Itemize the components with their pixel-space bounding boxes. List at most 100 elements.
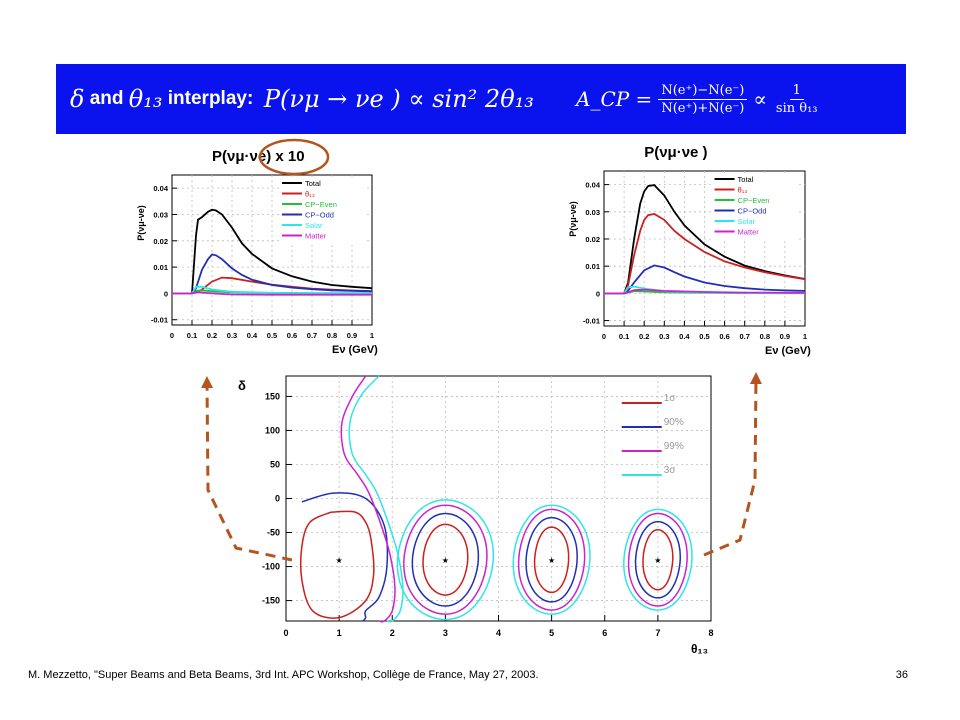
contour-island-0-level-1 (411, 512, 480, 607)
x-tick-label: 0.1 (187, 331, 197, 340)
series-line-4 (172, 285, 373, 295)
contour-island-1-level-2 (517, 508, 586, 611)
banner-prob-expr: P(νμ → νe ) ∝ sin² 2θ₁₃ (263, 85, 534, 113)
y-tick-label: 0.02 (585, 235, 600, 244)
x-tick-label: 0.8 (760, 332, 770, 341)
x-tick-label: 1 (337, 628, 342, 638)
x-tick-label: 1 (370, 331, 374, 340)
y-tick-label: 0.04 (585, 181, 600, 190)
acp-fraction: N(e⁺)−N(e⁻) N(e⁺)+N(e⁻) (658, 83, 748, 116)
contour-island-1-level-0 (533, 526, 570, 594)
legend-label: Matter (738, 228, 760, 237)
contour-island-0-level-3 (396, 499, 495, 621)
legend-label: Solar (305, 221, 323, 230)
series-line-0 (604, 184, 806, 295)
x-tick-label: 0 (283, 628, 288, 638)
best-fit-star: ★ (548, 556, 555, 565)
y-tick-label: -100 (262, 562, 280, 572)
x-axis-label: θ₁₃ (691, 642, 708, 656)
x-tick-label: 0.5 (699, 332, 709, 341)
x-tick-label: 0.2 (207, 331, 217, 340)
contour-island-0-level-2 (403, 504, 488, 615)
legend-label: CP−Odd (738, 207, 767, 216)
contour-branch-2 (340, 375, 396, 623)
contour-island-2-level-0 (642, 529, 674, 591)
x-tick-label: 2 (390, 628, 395, 638)
banner-left-title: δ and θ₁₃ interplay: P(νμ → νe ) ∝ sin² … (70, 64, 534, 134)
left-dashed-arrow (201, 376, 293, 562)
legend-label: Total (305, 179, 321, 188)
series-line-1 (604, 213, 806, 295)
y-axis-label: P(νμ-νe) (136, 205, 146, 241)
x-tick-label: 0.6 (287, 331, 297, 340)
legend-label: θ₁₃ (738, 186, 748, 195)
title-banner: δ and θ₁₃ interplay: P(νμ → νe ) ∝ sin² … (56, 64, 906, 134)
legend-label: 1σ (664, 393, 677, 404)
legend-label: CP−Odd (305, 211, 334, 220)
x-tick-label: 4 (496, 628, 501, 638)
contour-island-2-level-1 (634, 520, 682, 599)
legend-box (280, 177, 364, 244)
x-tick-label: 3 (443, 628, 448, 638)
y-tick-label: 150 (265, 391, 280, 401)
x-tick-label: 0.9 (347, 331, 357, 340)
banner-interplay: interplay: (167, 88, 254, 109)
annotation-overlays (201, 138, 762, 562)
contour-island-2-level-2 (627, 512, 688, 607)
legend-label: CP−Even (305, 200, 337, 209)
legend-label: 99% (664, 441, 684, 452)
contour-branch-3 (348, 375, 404, 623)
x-tick-label: 0 (170, 331, 174, 340)
y-tick-label: 0.03 (153, 210, 168, 219)
y-tick-label: -150 (262, 596, 280, 606)
x-tick-label: 8 (708, 628, 713, 638)
best-fit-star: ★ (654, 556, 661, 565)
x-tick-label: 0.8 (327, 331, 337, 340)
x-tick-label: 0.4 (247, 331, 258, 340)
legend-label: Solar (738, 217, 756, 226)
contour-chart: 0 1 2 3 4 5 6 7 8 -150 -100 -50 0 50 100 150 ★ ★ ★ ★ 1σ 90% 99… (238, 375, 714, 656)
contour-island-2-level-3 (623, 508, 693, 611)
legend-label: θ₁₃ (305, 190, 315, 199)
acp-rhs-numerator: 1 (789, 83, 804, 100)
chart-title: P(νμ·νe ) (644, 144, 707, 161)
y-axis-label: P(νμ-νe) (568, 201, 578, 237)
y-tick-label: 0.01 (585, 262, 600, 271)
x-tick-label: 0.7 (307, 331, 317, 340)
legend-label: 90% (664, 417, 684, 428)
x-axis-label: Eν (GeV) (765, 345, 811, 357)
acp-numerator: N(e⁺)−N(e⁻) (658, 83, 748, 100)
y-tick-label: 0.04 (153, 184, 168, 193)
legend-label: Total (738, 175, 754, 184)
contour-island-1-level-1 (525, 516, 578, 603)
series-line-0 (172, 208, 373, 295)
legend-box (712, 173, 797, 240)
series-line-5 (172, 291, 372, 296)
footer-citation: M. Mezzetto, "Super Beams and Beta Beams… (28, 669, 539, 681)
y-tick-label: 0 (596, 289, 600, 298)
contour-island-1-level-3 (512, 504, 591, 615)
legend-label: CP−Even (738, 196, 770, 205)
right-dashed-arrow (703, 372, 762, 557)
best-fit-star: ★ (442, 556, 449, 565)
best-fit-star: ★ (336, 556, 343, 565)
x-tick-label: 0.1 (619, 332, 629, 341)
x-tick-label: 0 (602, 332, 606, 341)
chart-title: P(νμ·νe) x 10 (212, 148, 305, 165)
y-axis-label: δ (238, 378, 246, 393)
contour-branch-0 (300, 510, 375, 619)
right-probability-chart: 0 0.1 0.2 0.3 0.4 0.5 0.6 0.7 0.8 0.9 1-0.0100.010… (568, 144, 811, 357)
page-number: 36 (895, 669, 908, 681)
x-tick-label: 1 (803, 332, 807, 341)
acp-proportional: ∝ (753, 87, 767, 111)
contour-island-0-level-0 (422, 523, 469, 596)
x-tick-label: 0.7 (739, 332, 749, 341)
y-tick-label: 0 (275, 494, 280, 504)
x10-highlight-circle (258, 138, 330, 176)
y-tick-label: 0.03 (585, 208, 600, 217)
x-tick-label: 0.3 (659, 332, 669, 341)
legend-label: Matter (305, 232, 327, 241)
legend-label: 3σ (664, 465, 677, 476)
y-tick-label: 0 (164, 289, 168, 298)
